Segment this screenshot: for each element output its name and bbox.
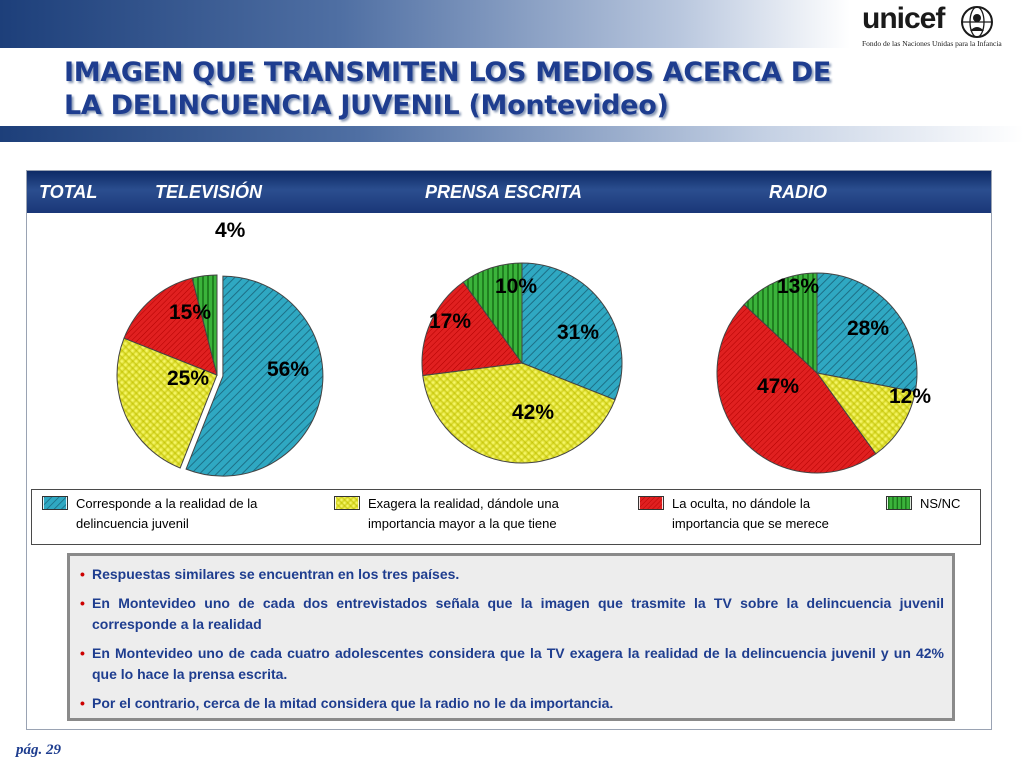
logo-subtitle: Fondo de las Naciones Unidas para la Inf… <box>862 39 1002 48</box>
pie-slice-oculta <box>123 277 218 376</box>
note-item: En Montevideo uno de cada dos entrevista… <box>80 593 944 635</box>
pie-data-label-exagera: 42% <box>512 401 554 424</box>
legend-swatch-corresponde <box>42 496 68 510</box>
pie-data-label-nsnc: 13% <box>777 275 819 298</box>
unicef-logo: unicef Fondo de las Naciones Unidas para… <box>862 2 1012 48</box>
header-prensa: PRENSA ESCRITA <box>425 182 583 202</box>
pie-data-label-oculta: 47% <box>757 375 799 398</box>
legend-label: La oculta, no dándole la <box>672 496 811 511</box>
notes-box: Respuestas similares se encuentran en lo… <box>67 553 955 721</box>
pie-data-label-corresponde: 56% <box>267 358 309 381</box>
pie-data-label-exagera: 12% <box>889 385 931 408</box>
pie-slice-oculta <box>421 281 523 377</box>
legend-label: importancia que se merece <box>672 516 829 531</box>
pie-slice-nsnc <box>743 272 818 375</box>
pie-data-label-corresponde: 28% <box>847 317 889 340</box>
pie-data-label-exagera: 25% <box>167 367 209 390</box>
page-title: IMAGEN QUE TRANSMITEN LOS MEDIOS ACERCA … <box>64 56 964 122</box>
pie-slice-corresponde <box>521 262 623 401</box>
top-gradient-band <box>0 0 850 48</box>
pie-slice-oculta <box>716 303 877 474</box>
pie-data-label-corresponde: 31% <box>557 321 599 344</box>
title-gradient-band <box>0 126 1024 142</box>
globe-emblem-icon <box>961 6 993 38</box>
note-item: En Montevideo uno de cada cuatro adolesc… <box>80 643 944 685</box>
legend-label: NS/NC <box>920 496 961 511</box>
legend-swatch-oculta <box>638 496 664 510</box>
legend-label: Exagera la realidad, dándole una <box>368 496 559 511</box>
note-item: Respuestas similares se encuentran en lo… <box>80 564 944 585</box>
header-total: TOTAL <box>39 182 98 202</box>
header-radio: RADIO <box>769 182 827 202</box>
pie-slice-nsnc <box>462 262 523 365</box>
page-title-line-1: IMAGEN QUE TRANSMITEN LOS MEDIOS ACERCA … <box>64 57 831 88</box>
pie-data-label-oculta: 15% <box>169 301 211 324</box>
header-television: TELEVISIÓN <box>155 182 263 202</box>
pie-charts: 56% 25% 15% 4% 31% 42% 17% 10% 28% 12% 47% 13% <box>116 219 931 477</box>
legend-swatch-exagera <box>334 496 360 510</box>
pie-slice-nsnc <box>191 274 218 376</box>
page-title-line-2: LA DELINCUENCIA JUVENIL (Montevideo) <box>64 90 669 121</box>
pie-slice-corresponde <box>816 272 918 393</box>
legend-label: delincuencia juvenil <box>76 516 189 531</box>
pie-data-label-nsnc: 10% <box>495 275 537 298</box>
pie-slice-exagera <box>116 337 218 469</box>
page-number: pág. 29 <box>16 742 61 758</box>
logo-wordmark: unicef <box>862 2 945 35</box>
panel-header: TOTAL TELEVISIÓN PRENSA ESCRITA RADIO <box>27 171 991 213</box>
pie-slice-corresponde <box>185 275 324 477</box>
pie-data-label-oculta: 17% <box>429 310 471 333</box>
note-item: Por el contrario, cerca de la mitad cons… <box>80 693 944 714</box>
legend-label: importancia mayor a la que tiene <box>368 516 557 531</box>
chart-panel: TOTAL TELEVISIÓN PRENSA ESCRITA RADIO <box>26 170 992 730</box>
legend-swatch-nsnc <box>886 496 912 510</box>
legend-label: Corresponde a la realidad de la <box>76 496 258 511</box>
pie-data-label-nsnc: 4% <box>215 219 246 242</box>
pie-slice-exagera <box>422 362 616 464</box>
legend: Corresponde a la realidad de la delincue… <box>31 489 981 545</box>
pie-slice-exagera <box>815 372 916 455</box>
